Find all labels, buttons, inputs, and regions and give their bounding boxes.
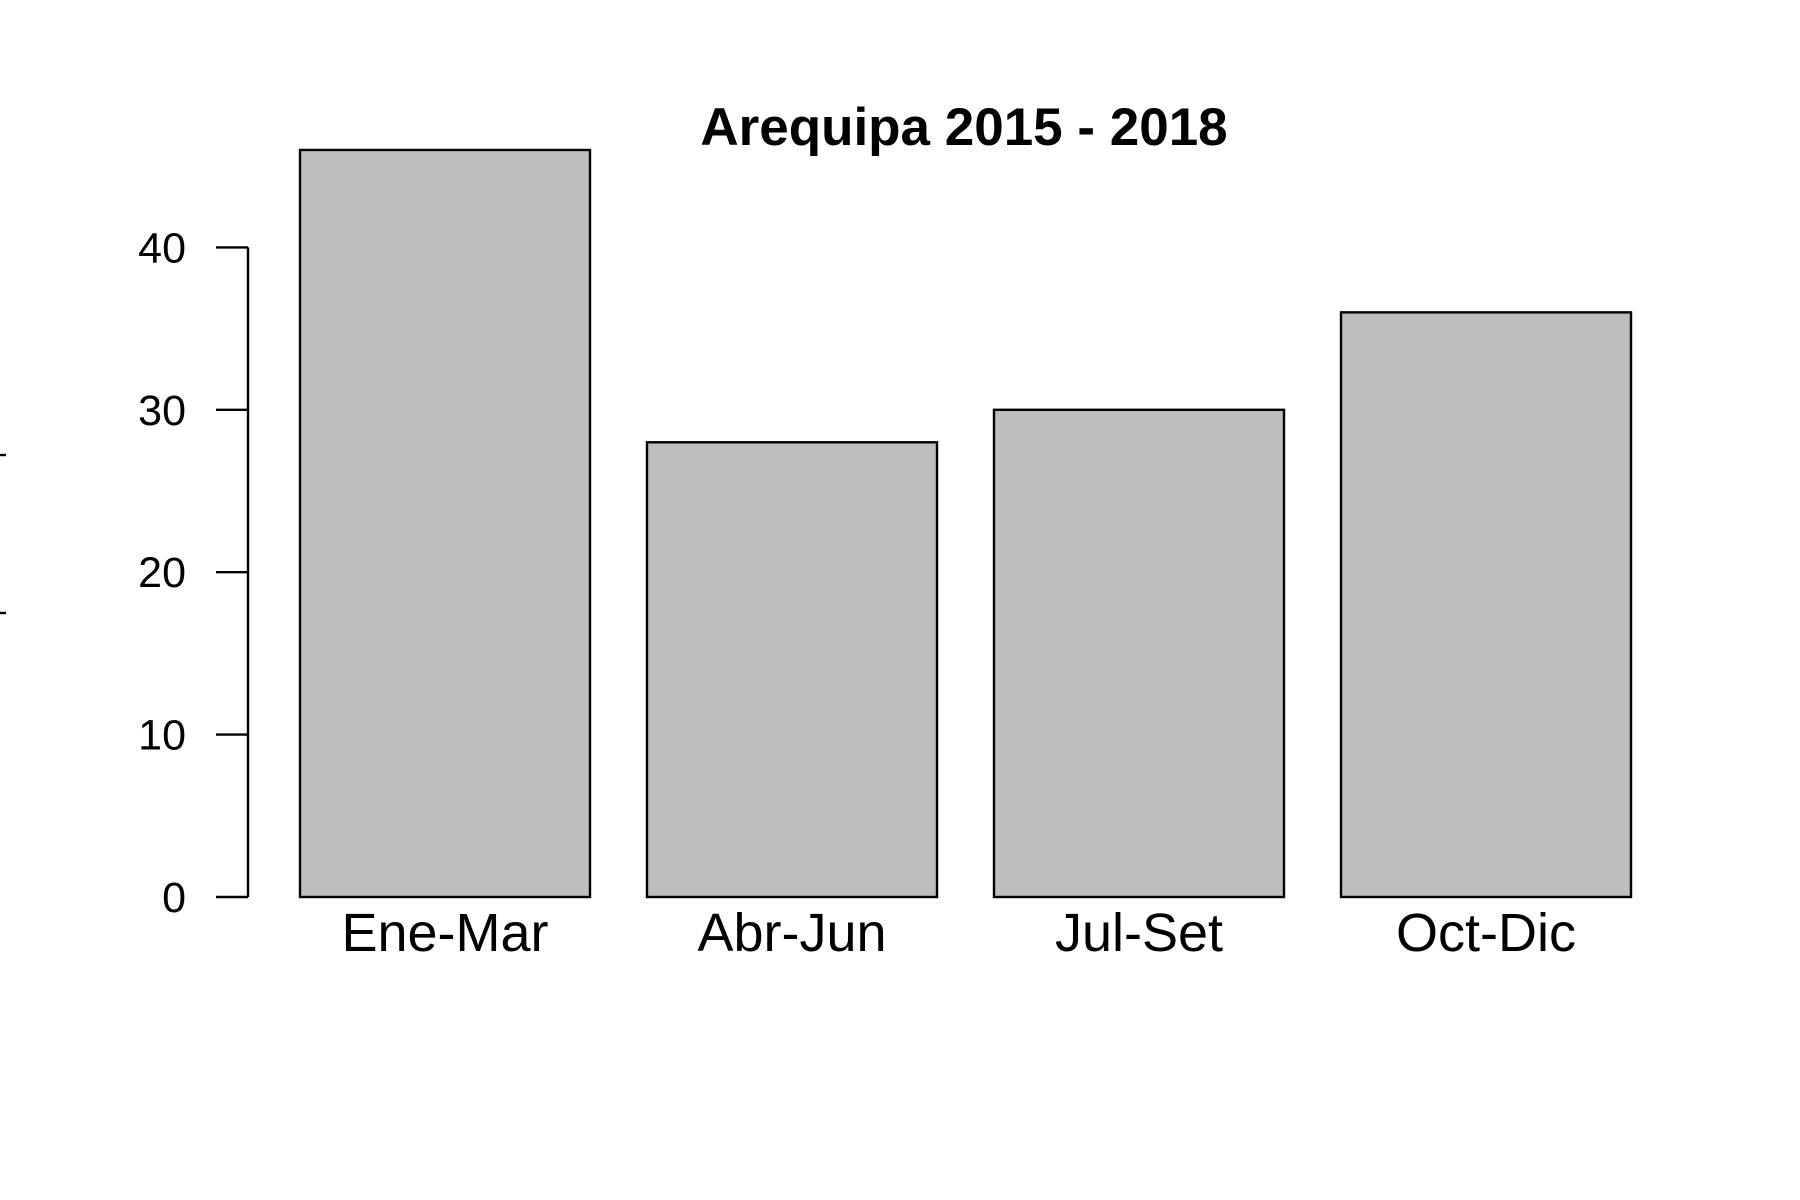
bar [645, 441, 939, 899]
left-edge-ticks [0, 453, 6, 615]
y-tick-label: 0 [162, 874, 186, 922]
x-category-label: Ene-Mar [341, 903, 548, 963]
bar [298, 148, 592, 899]
bar [1339, 311, 1633, 899]
chart-title: Arequipa 2015 - 2018 [700, 98, 1227, 157]
x-category-label: Oct-Dic [1396, 903, 1576, 963]
x-category-label: Jul-Set [1055, 903, 1223, 963]
y-axis: 0 10 20 30 40 [138, 224, 250, 922]
bar [992, 408, 1286, 899]
y-tick-label: 30 [138, 387, 186, 435]
y-tick-label: 20 [138, 549, 186, 597]
x-axis-labels: Ene-Mar Abr-Jun Jul-Set Oct-Dic [341, 903, 1576, 963]
bars [298, 148, 1633, 899]
y-tick-label: 40 [138, 224, 186, 272]
x-category-label: Abr-Jun [697, 903, 886, 963]
y-tick-label: 10 [138, 712, 186, 760]
